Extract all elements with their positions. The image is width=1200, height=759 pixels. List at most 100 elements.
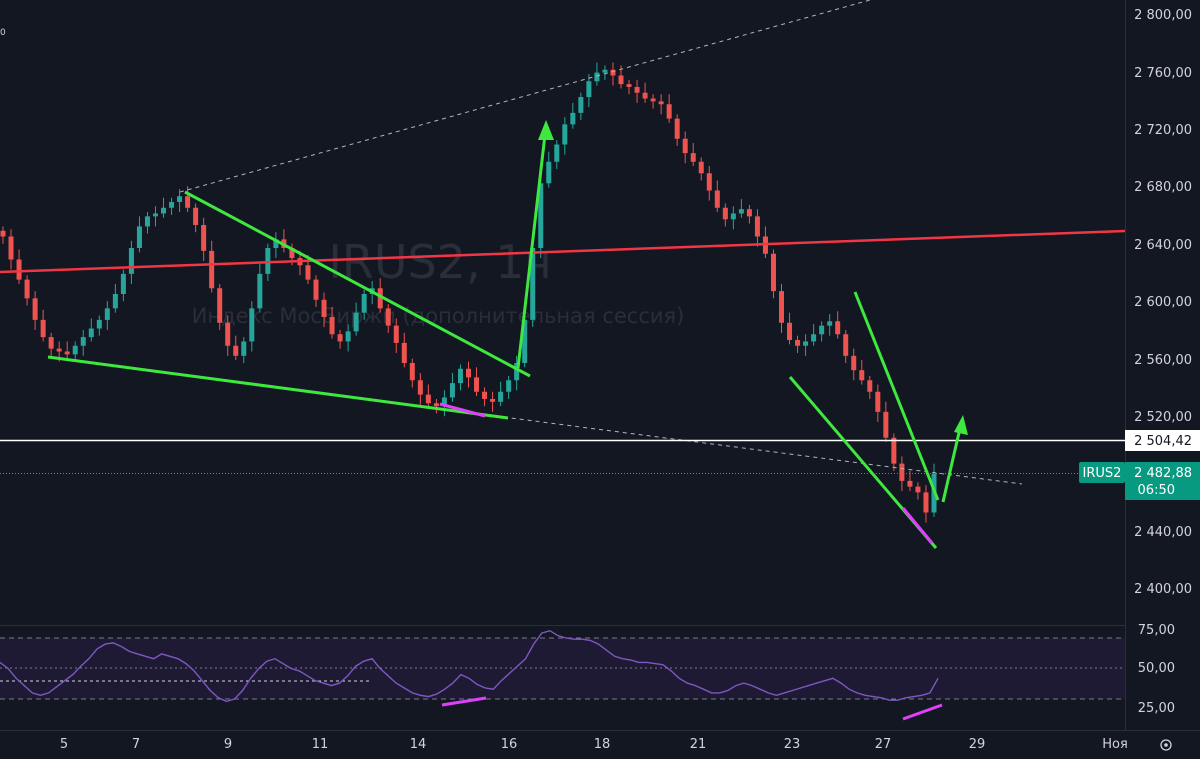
candle [136,216,142,253]
candle [714,180,720,213]
arrowhead-icon [538,120,554,140]
candle [273,232,279,259]
candle [457,364,463,391]
breakout-arrow-2[interactable] [941,423,963,503]
divergence-line-price-1[interactable] [439,402,486,418]
divergence-line-rsi-1[interactable] [441,696,487,707]
price-axis[interactable]: 2 800,00 2 760,00 2 720,00 2 680,00 2 64… [1134,8,1192,597]
candle [209,240,215,293]
last-price-tag [1125,462,1200,500]
candle [779,283,785,333]
price-tick-label: 2 520,00 [1134,410,1192,425]
price-tick-label: 2 560,00 [1134,353,1192,368]
resistance-line[interactable] [0,229,1126,274]
candle [257,263,263,313]
candle [112,283,118,313]
candle [690,143,696,167]
candle [562,117,568,155]
candle [835,311,841,339]
candle [8,229,14,270]
candle [674,114,680,146]
candle [401,332,407,368]
rsi-tick-label: 25,00 [1138,701,1175,716]
time-tick-label: 23 [784,737,801,752]
last-price-value: 2 482,88 [1134,466,1192,481]
candle [803,334,809,356]
candle [217,283,223,330]
time-tick-label: 5 [60,737,68,752]
candle [490,391,496,412]
time-axis[interactable]: 5 7 9 11 14 16 18 21 23 27 29 Ноя [60,737,1128,752]
candle [819,321,825,342]
candle [698,157,704,181]
price-tick-label: 2 800,00 [1134,8,1192,23]
rsi-axis[interactable]: 75,00 50,00 25,00 [1138,623,1175,716]
candle [449,373,455,402]
candle [650,94,656,109]
breakout-arrow-1[interactable] [516,125,548,369]
wedge-lower-line[interactable] [47,355,509,420]
candle [827,314,833,336]
candle [506,375,512,399]
candle [843,329,849,363]
candle [514,355,520,391]
watermark-title: IRUS2, 1ч [328,235,551,289]
candle [80,329,86,356]
candle [498,381,504,407]
candle [658,94,664,115]
price-tick-label: 2 600,00 [1134,295,1192,310]
wedge-upper-line[interactable] [184,190,531,378]
candle [554,140,560,169]
candle [883,401,889,443]
candle [353,302,359,336]
falling-wedge-upper-line[interactable] [853,291,940,501]
candle [578,92,584,121]
candle [851,348,857,381]
candle [16,249,22,284]
candle [169,197,175,215]
candle [40,309,46,342]
time-tick-label: 11 [312,737,329,752]
gear-icon[interactable] [1160,739,1172,751]
candle [610,62,616,86]
rsi-tick-label: 75,00 [1138,623,1175,638]
candle [730,206,736,230]
candle [441,390,447,417]
candle [321,292,327,328]
candle [746,204,752,224]
divergence-line-price-2[interactable] [901,507,934,544]
time-tick-label: Ноя [1102,737,1128,752]
divergence-line-rsi-2[interactable] [902,703,943,721]
candle [666,94,672,123]
corner-text: 0 [0,28,6,38]
time-tick-label: 7 [132,737,140,752]
candle [48,332,54,356]
lower-trendline-dashed [479,413,1023,485]
candle [915,482,921,500]
candle [923,485,929,523]
marker-price-tag [1125,430,1200,451]
price-tick-label: 2 640,00 [1134,238,1192,253]
price-tick-label: 2 680,00 [1134,180,1192,195]
marker-price-label: 2 504,42 [1134,434,1192,449]
price-tick-label: 2 440,00 [1134,525,1192,540]
candle [241,337,247,363]
candle [570,102,576,129]
candle [899,456,905,491]
candle [867,375,873,399]
candle [64,341,70,359]
time-tick-label: 16 [501,737,518,752]
candle [811,324,817,346]
candle [313,275,319,307]
candle [626,79,632,95]
candle [361,289,367,320]
candle [891,433,897,471]
bar-countdown: 06:50 [1138,483,1175,498]
candle [546,151,552,188]
candle [152,206,158,227]
candle [425,384,431,408]
candle [96,315,102,336]
